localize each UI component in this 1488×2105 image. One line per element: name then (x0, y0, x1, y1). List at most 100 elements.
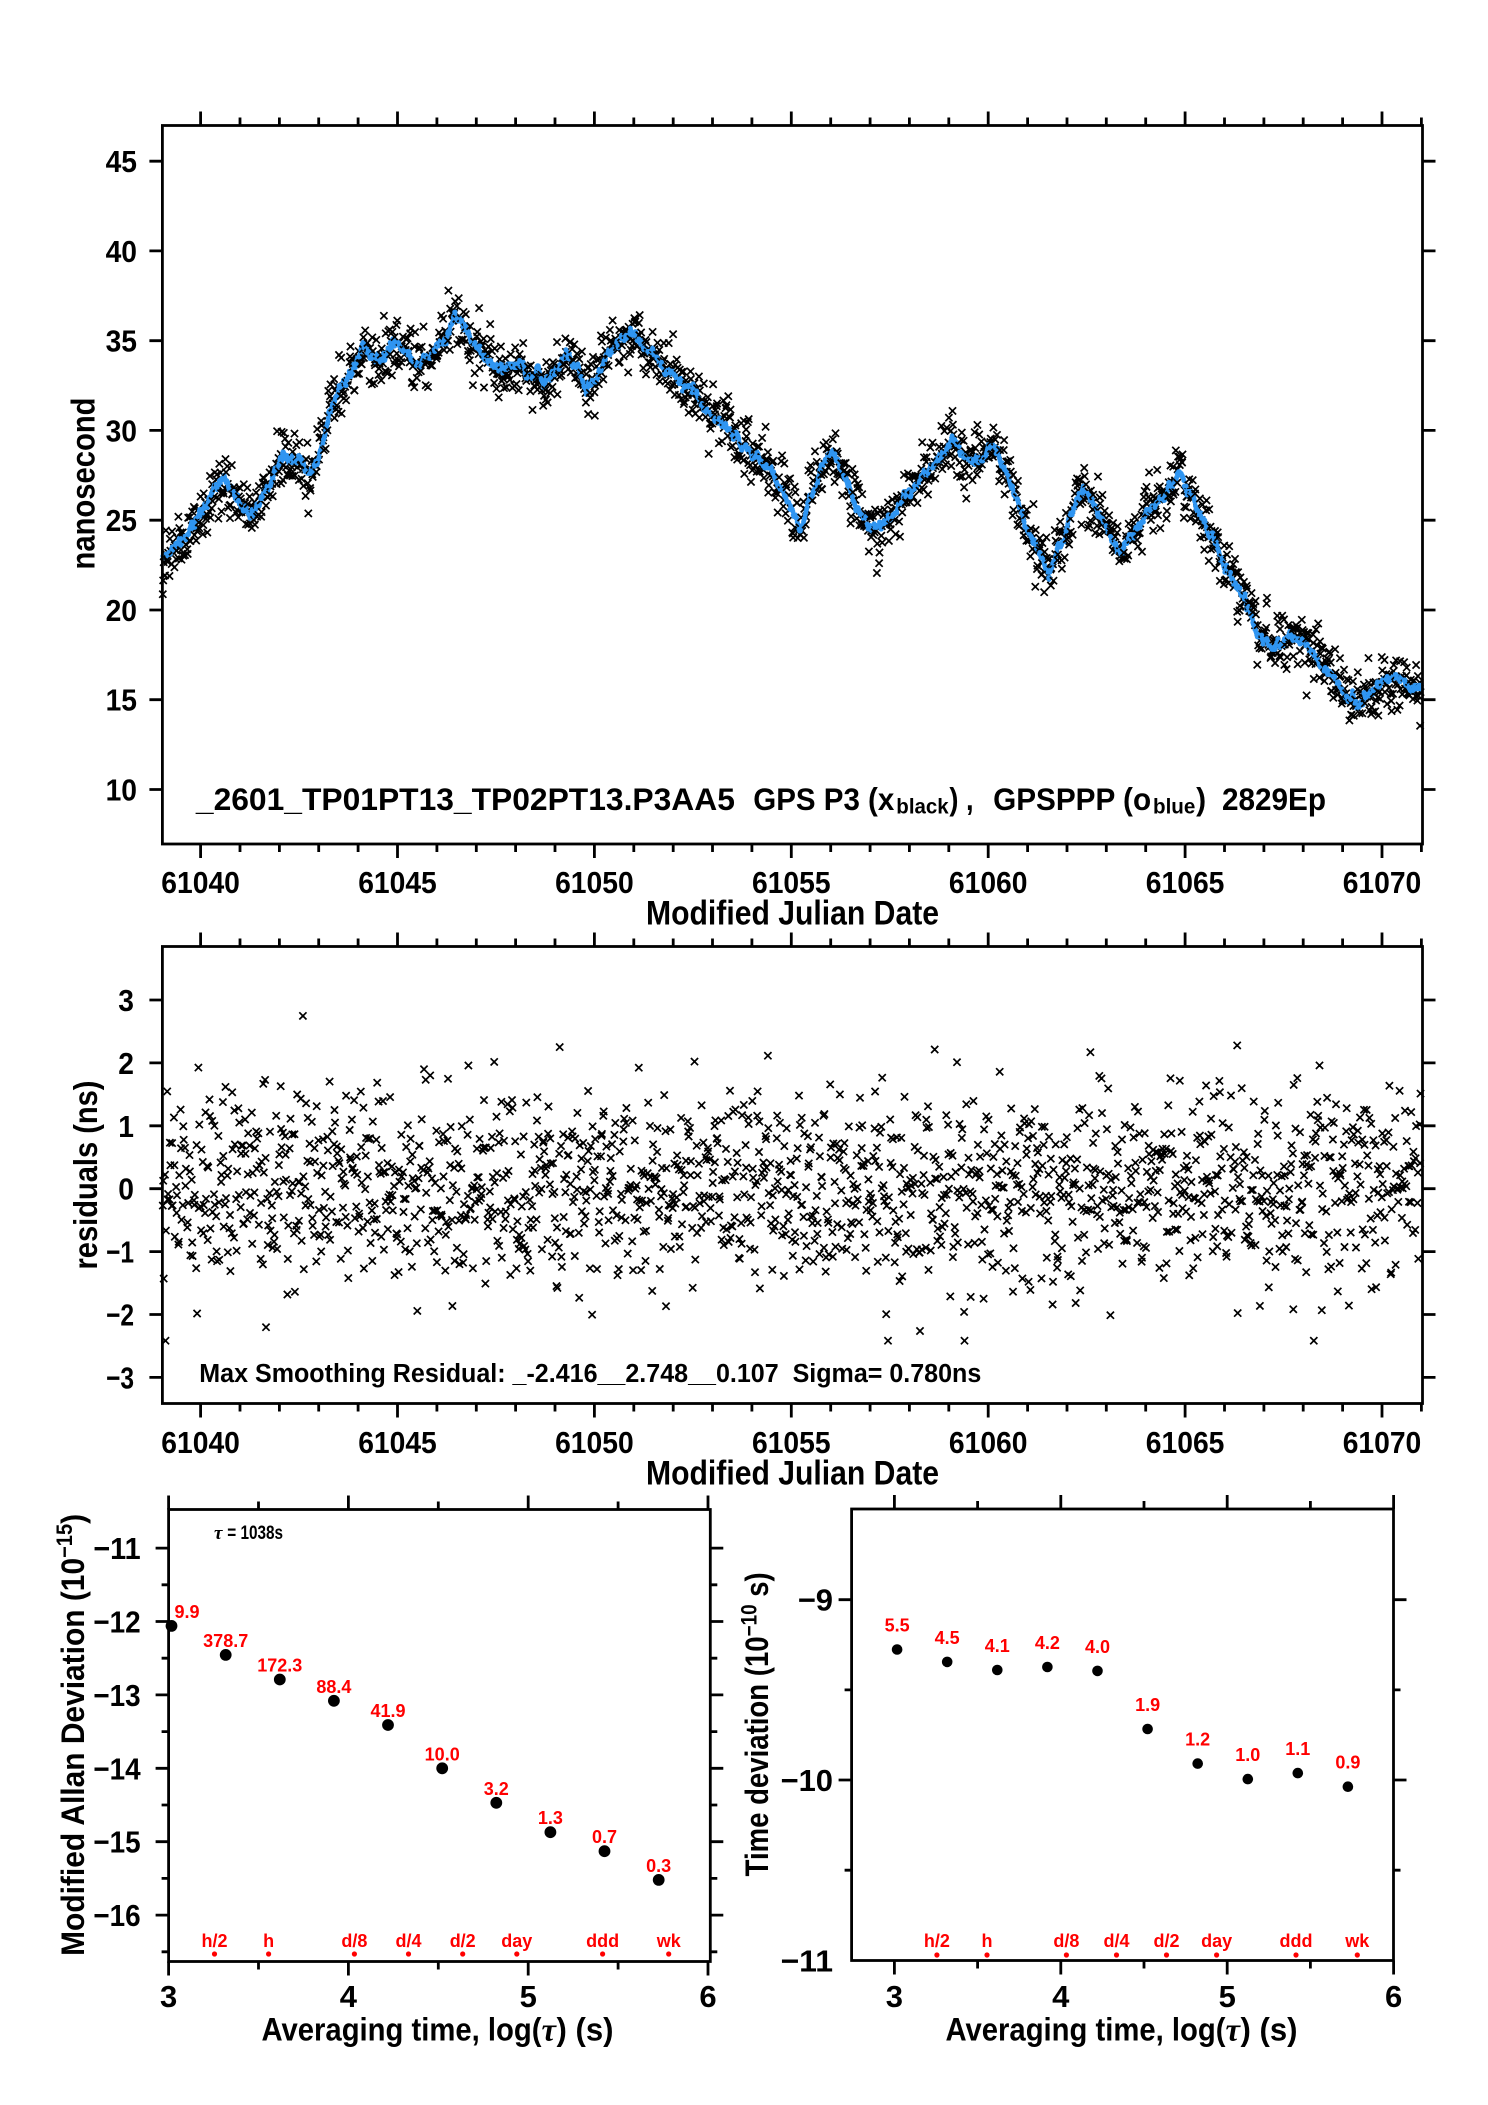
svg-text:4.5: 4.5 (935, 1628, 960, 1648)
svg-text:GPSPPP (o: GPSPPP (o (993, 781, 1151, 817)
svg-text:= 1038s: = 1038s (223, 1523, 283, 1544)
svg-text:Averaging time, log(: Averaging time, log( (262, 2012, 542, 2048)
svg-text:s): s) (739, 1572, 775, 1604)
svg-text:5: 5 (520, 1979, 537, 2014)
svg-text:0.7: 0.7 (592, 1827, 617, 1847)
svg-text:5.5: 5.5 (885, 1616, 910, 1636)
svg-text:−3: −3 (106, 1360, 134, 1395)
svg-text:4.2: 4.2 (1035, 1633, 1060, 1653)
svg-text:41.9: 41.9 (370, 1701, 405, 1721)
svg-text:61040: 61040 (161, 865, 240, 900)
svg-text:4.0: 4.0 (1085, 1637, 1110, 1657)
svg-text:3: 3 (118, 983, 134, 1018)
svg-text:4: 4 (1052, 1979, 1070, 2014)
svg-text:nanosecond: nanosecond (65, 398, 102, 570)
svg-text:ddd: ddd (1280, 1931, 1313, 1951)
svg-text:h/2: h/2 (201, 1931, 227, 1951)
svg-text:d/8: d/8 (341, 1931, 367, 1951)
svg-text:Modified Julian Date: Modified Julian Date (646, 894, 939, 932)
svg-text:30: 30 (106, 413, 137, 448)
svg-text:0: 0 (118, 1172, 134, 1207)
svg-text:blue: blue (1153, 796, 1195, 819)
svg-text:ddd: ddd (586, 1931, 619, 1951)
svg-text:Max Smoothing Residual: _-2.41: Max Smoothing Residual: _-2.416__2.748__… (199, 1360, 981, 1388)
svg-text:−16: −16 (93, 1898, 140, 1933)
svg-text:10: 10 (106, 773, 137, 808)
svg-text:3.2: 3.2 (484, 1779, 509, 1799)
svg-text:45: 45 (106, 144, 137, 179)
svg-text:) (s): ) (s) (557, 2012, 614, 2048)
svg-text:4: 4 (340, 1979, 358, 2014)
svg-text:d/4: d/4 (1103, 1931, 1129, 1951)
svg-text:5: 5 (1219, 1979, 1236, 2014)
svg-text:61040: 61040 (161, 1425, 240, 1460)
svg-text:τ: τ (542, 2013, 558, 2049)
svg-text:−15: −15 (93, 1825, 140, 1860)
svg-text:−10: −10 (781, 1763, 834, 1798)
svg-text:20: 20 (106, 593, 137, 628)
svg-text:61045: 61045 (358, 1425, 437, 1460)
svg-text:GPS P3 (x: GPS P3 (x (753, 781, 894, 817)
svg-text:Averaging time, log(: Averaging time, log( (946, 2012, 1226, 2048)
svg-text:) (s): ) (s) (1241, 2012, 1298, 2048)
svg-text:1.3: 1.3 (538, 1808, 563, 1828)
svg-text:1.1: 1.1 (1285, 1739, 1310, 1759)
svg-text:3: 3 (160, 1979, 177, 2014)
svg-text:−11: −11 (781, 1943, 834, 1978)
svg-text:1.9: 1.9 (1135, 1695, 1160, 1715)
svg-text:wk: wk (656, 1931, 682, 1951)
svg-text:−9: −9 (798, 1583, 833, 1618)
svg-text:0.9: 0.9 (1335, 1753, 1360, 1773)
svg-text:61050: 61050 (555, 1425, 634, 1460)
svg-text:τ: τ (1226, 2013, 1242, 2049)
svg-text:d/8: d/8 (1053, 1931, 1079, 1951)
svg-text:0.3: 0.3 (646, 1856, 671, 1876)
svg-text:61070: 61070 (1343, 865, 1422, 900)
svg-text:): ) (1196, 781, 1206, 817)
svg-text:10.0: 10.0 (425, 1744, 460, 1764)
svg-text:−12: −12 (93, 1605, 140, 1640)
svg-text:wk: wk (1344, 1931, 1370, 1951)
svg-text:h: h (263, 1931, 274, 1951)
svg-text:d/4: d/4 (395, 1931, 421, 1951)
svg-text:2829Ep: 2829Ep (1222, 781, 1326, 817)
svg-text:35: 35 (106, 324, 137, 359)
svg-text:h/2: h/2 (924, 1931, 950, 1951)
svg-text:378.7: 378.7 (203, 1631, 248, 1651)
svg-text:88.4: 88.4 (316, 1677, 351, 1697)
svg-text:d/2: d/2 (450, 1931, 476, 1951)
svg-text:40: 40 (106, 234, 137, 269)
svg-text:1.0: 1.0 (1235, 1745, 1260, 1765)
svg-text:61060: 61060 (949, 1425, 1028, 1460)
svg-text:) ,: ) , (949, 781, 973, 817)
svg-text:day: day (501, 1931, 532, 1951)
svg-text:residuals (ns): residuals (ns) (67, 1081, 104, 1270)
svg-text:15: 15 (106, 683, 137, 718)
svg-text:1.2: 1.2 (1185, 1730, 1210, 1750)
svg-text:4.1: 4.1 (985, 1636, 1010, 1656)
svg-text:3: 3 (886, 1979, 903, 2014)
svg-text:2: 2 (118, 1046, 134, 1081)
svg-text:Modified Julian Date: Modified Julian Date (646, 1455, 939, 1493)
svg-text:61060: 61060 (949, 865, 1028, 900)
svg-text:61045: 61045 (358, 865, 437, 900)
svg-text:−2: −2 (106, 1298, 134, 1333)
svg-text:−15: −15 (52, 1524, 77, 1558)
svg-text:): ) (55, 1514, 91, 1524)
svg-text:6: 6 (699, 1979, 716, 2014)
svg-text:−10: −10 (737, 1604, 762, 1636)
svg-text:172.3: 172.3 (257, 1656, 302, 1676)
svg-text:61055: 61055 (752, 1425, 831, 1460)
svg-text:day: day (1201, 1931, 1232, 1951)
svg-text:1: 1 (118, 1109, 134, 1144)
svg-text:61065: 61065 (1146, 865, 1225, 900)
svg-text:h: h (982, 1931, 993, 1951)
svg-text:6: 6 (1385, 1979, 1402, 2014)
svg-text:−1: −1 (106, 1235, 134, 1270)
svg-text:61050: 61050 (555, 865, 634, 900)
svg-text:Modified Allan Deviation (10: Modified Allan Deviation (10 (55, 1558, 91, 1956)
svg-text:Time deviation (10: Time deviation (10 (739, 1636, 775, 1876)
svg-text:61065: 61065 (1146, 1425, 1225, 1460)
svg-text:τ: τ (214, 1523, 223, 1544)
svg-text:d/2: d/2 (1153, 1931, 1179, 1951)
